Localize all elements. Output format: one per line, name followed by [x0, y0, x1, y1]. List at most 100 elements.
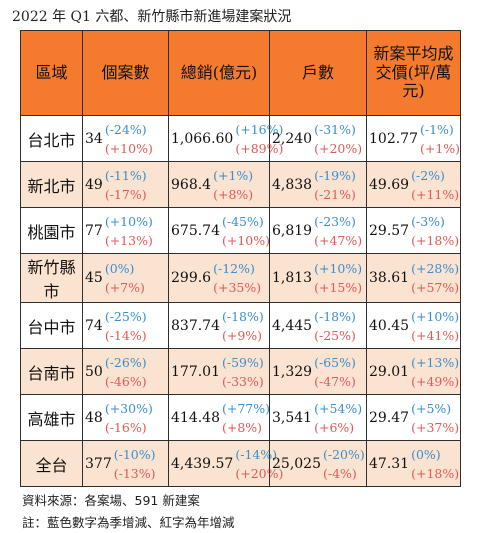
units-cell: 2,240 (-31%) (+20%) [269, 115, 367, 162]
region-cell: 台中市 [20, 302, 83, 349]
units-value: 25,025 [272, 455, 321, 472]
count-cell: 50 (-26%) (-46%) [82, 348, 169, 395]
sales-quarter-change: (+77%) [222, 400, 271, 416]
count-quarter-change: (-25%) [104, 308, 147, 324]
units-value: 2,240 [272, 130, 313, 147]
price-quarter-change: (+5%) [411, 400, 452, 416]
price-value: 40.45 [369, 317, 410, 334]
sales-value: 177.01 [171, 363, 220, 380]
region-cell: 桃園市 [20, 207, 83, 254]
sales-year-change: (-33%) [222, 373, 264, 389]
price-cell: 102.77 (-1%) (+1%) [366, 115, 461, 162]
count-year-change: (-16%) [104, 419, 147, 435]
count-quarter-change: (+10%) [104, 213, 153, 229]
price-cell: 40.45 (+10%) (+41%) [366, 302, 461, 349]
header-count: 個案數 [82, 30, 169, 116]
units-year-change: (+6%) [314, 419, 355, 435]
table-row: 台南市 50 (-26%) (-46%) 177.01 (-59%) (-33%) 1,329… [20, 348, 461, 395]
sales-year-change: (+10%) [222, 232, 271, 248]
sales-quarter-change: (-45%) [222, 213, 264, 229]
units-quarter-change: (-31%) [314, 121, 356, 137]
count-quarter-change: (-24%) [104, 121, 147, 137]
sales-value: 675.74 [171, 222, 220, 239]
units-quarter-change: (-19%) [314, 167, 356, 183]
units-year-change: (-21%) [314, 186, 356, 202]
region-cell: 全台 [20, 440, 83, 487]
table-row: 全台 377 (-10%) (-13%) 4,439.57 (-14%) (+20%) 25,… [20, 440, 461, 487]
sales-quarter-change: (-14%) [235, 446, 278, 462]
table-row: 台北市 34 (-24%) (+10%) 1,066.60 (+16%) (+89%) 2,2… [20, 115, 461, 162]
units-year-change: (-25%) [314, 327, 356, 343]
units-quarter-change: (-65%) [314, 354, 356, 370]
sales-quarter-change: (+16%) [235, 121, 284, 137]
units-cell: 1,813 (+10%) (+15%) [269, 253, 367, 303]
sales-cell: 177.01 (-59%) (-33%) [168, 348, 270, 395]
price-quarter-change: (-3%) [411, 213, 445, 229]
count-cell: 48 (+30%) (-16%) [82, 394, 169, 441]
count-cell: 34 (-24%) (+10%) [82, 115, 169, 162]
source-note: 資料來源：各案場、591 新建案 [22, 493, 200, 508]
table-row: 新竹縣市 45 (0%) (+7%) 299.6 (-12%) (+35%) 1,813 (+1… [20, 253, 461, 303]
units-cell: 3,541 (+54%) (+6%) [269, 394, 367, 441]
units-year-change: (+15%) [314, 280, 363, 295]
region-cell: 高雄市 [20, 394, 83, 441]
sales-cell: 968.4 (+1%) (+8%) [168, 161, 270, 208]
sales-cell: 837.74 (-18%) (+9%) [168, 302, 270, 349]
sales-year-change: (+8%) [213, 186, 254, 202]
count-value: 45 [85, 270, 103, 286]
price-year-change: (+49%) [411, 373, 460, 389]
count-value: 49 [85, 176, 103, 193]
count-cell: 77 (+10%) (+13%) [82, 207, 169, 254]
table-row: 桃園市 77 (+10%) (+13%) 675.74 (-45%) (+10%) 6,819… [20, 207, 461, 254]
price-value: 47.31 [369, 455, 410, 472]
count-year-change: (+10%) [104, 140, 153, 156]
units-value: 4,445 [272, 317, 313, 334]
price-quarter-change: (-1%) [420, 121, 454, 137]
count-value: 48 [85, 409, 103, 426]
count-year-change: (+13%) [104, 232, 153, 248]
sales-quarter-change: (-18%) [222, 308, 264, 324]
units-cell: 4,445 (-18%) (-25%) [269, 302, 367, 349]
price-quarter-change: (+28%) [411, 261, 460, 276]
price-cell: 47.31 (0%) (+18%) [366, 440, 461, 487]
region-cell: 台北市 [20, 115, 83, 162]
sales-value: 4,439.57 [171, 455, 234, 472]
units-value: 6,819 [272, 222, 313, 239]
count-quarter-change: (-11%) [104, 167, 147, 183]
sales-quarter-change: (-59%) [222, 354, 264, 370]
units-cell: 6,819 (-23%) (+47%) [269, 207, 367, 254]
price-value: 102.77 [369, 130, 418, 147]
price-year-change: (+41%) [411, 327, 460, 343]
table-row: 新北市 49 (-11%) (-17%) 968.4 (+1%) (+8%) 4,838 (-1… [20, 161, 461, 208]
units-cell: 1,329 (-65%) (-47%) [269, 348, 367, 395]
units-year-change: (-4%) [323, 465, 357, 481]
sales-year-change: (+8%) [222, 419, 263, 435]
count-value: 34 [85, 130, 103, 147]
units-cell: 25,025 (-20%) (-4%) [269, 440, 367, 487]
count-value: 377 [85, 455, 112, 472]
sales-year-change: (+35%) [213, 280, 262, 295]
sales-quarter-change: (+1%) [213, 167, 254, 183]
price-value: 29.47 [369, 409, 410, 426]
price-value: 29.57 [369, 222, 410, 239]
price-value: 29.01 [369, 363, 410, 380]
price-cell: 49.69 (-2%) (+11%) [366, 161, 461, 208]
count-value: 50 [85, 363, 103, 380]
price-cell: 38.61 (+28%) (+57%) [366, 253, 461, 303]
sales-value: 414.48 [171, 409, 220, 426]
price-cell: 29.47 (+5%) (+37%) [366, 394, 461, 441]
sales-cell: 414.48 (+77%) (+8%) [168, 394, 271, 441]
sales-value: 968.4 [171, 176, 212, 193]
units-quarter-change: (+54%) [314, 400, 363, 416]
count-year-change: (+7%) [104, 280, 145, 295]
count-year-change: (-13%) [113, 465, 156, 481]
units-quarter-change: (-23%) [314, 213, 356, 229]
count-year-change: (-17%) [104, 186, 147, 202]
units-year-change: (-47%) [314, 373, 356, 389]
price-value: 49.69 [369, 176, 410, 193]
count-quarter-change: (+30%) [104, 400, 153, 416]
region-cell: 台南市 [20, 348, 83, 395]
sales-year-change: (+9%) [222, 327, 263, 343]
price-cell: 29.01 (+13%) (+49%) [366, 348, 461, 395]
price-year-change: (+1%) [420, 140, 461, 156]
